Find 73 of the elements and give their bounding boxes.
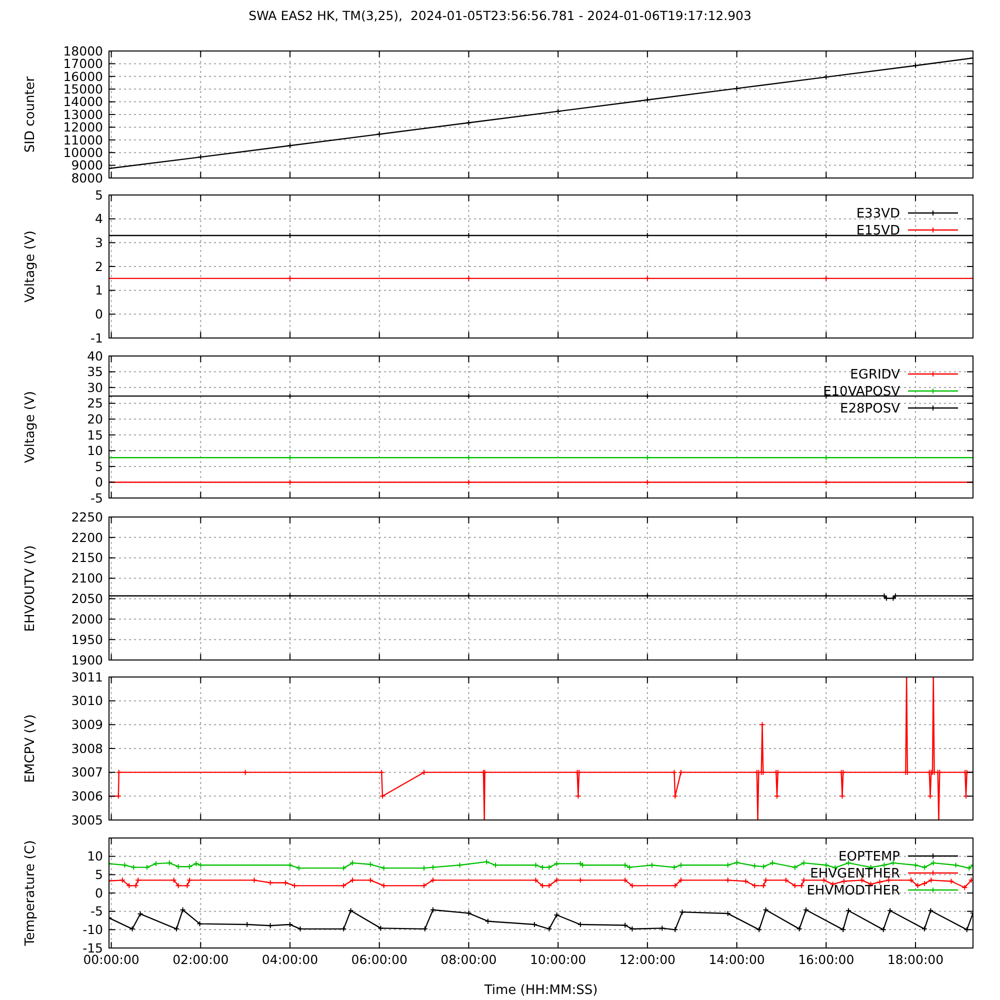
y-tick-label: 15	[87, 427, 103, 442]
y-axis-title: Temperature (C)	[23, 840, 38, 947]
legend-label: E33VD	[856, 206, 900, 222]
y-tick-label: 15000	[63, 81, 104, 96]
y-tick-label: 3009	[71, 717, 104, 732]
legend-label: E15VD	[856, 224, 900, 239]
y-tick-label: 2000	[71, 612, 104, 627]
y-tick-label: 17000	[63, 56, 104, 72]
y-tick-label: 0	[95, 474, 104, 490]
y-tick-label: 16000	[63, 68, 104, 84]
legend-label: EHVGENTHER	[810, 866, 900, 882]
legend-label: EHVMODTHER	[806, 884, 900, 899]
y-tick-label: 5	[95, 458, 103, 474]
y-tick-label: 5	[95, 187, 103, 202]
y-axis-title: Voltage (V)	[23, 391, 38, 463]
x-tick-label: 14:00:00	[708, 952, 765, 967]
y-tick-label: 0	[95, 306, 104, 322]
y-tick-label: 3007	[71, 764, 103, 780]
y-tick-label: 13000	[63, 106, 104, 122]
y-tick-label: 12000	[63, 120, 104, 135]
y-tick-label: 3005	[71, 812, 103, 828]
y-tick-label: 11000	[63, 132, 104, 148]
y-tick-label: 20	[87, 411, 104, 426]
legend-label: E28POSV	[840, 402, 900, 417]
y-tick-label: 10	[87, 443, 104, 458]
x-tick-label: 18:00:00	[887, 952, 944, 967]
y-tick-label: 9000	[71, 158, 104, 173]
y-tick-label: 2	[95, 258, 103, 274]
y-tick-label: -1	[90, 330, 103, 346]
y-axis-title: SID counter	[23, 76, 38, 153]
y-axis-title: EHVOUTV (V)	[23, 545, 38, 632]
y-tick-label: 1950	[71, 632, 104, 647]
y-tick-label: 1900	[71, 652, 104, 668]
y-tick-label: 10	[87, 848, 104, 864]
y-tick-label: 40	[87, 348, 104, 364]
x-tick-label: 10:00:00	[530, 952, 586, 967]
y-tick-label: 2250	[71, 509, 104, 524]
y-tick-label: 3010	[71, 693, 104, 708]
legend-label: EOPTEMP	[838, 850, 900, 865]
y-tick-label: 2150	[71, 550, 104, 566]
x-tick-label: 04:00:00	[262, 952, 318, 967]
legend-label: EGRIDV	[850, 368, 900, 383]
y-axis-title: EMCPV (V)	[23, 714, 38, 783]
y-tick-label: -5	[90, 490, 103, 506]
y-tick-label: 2100	[71, 570, 104, 586]
x-tick-label: 12:00:00	[619, 952, 676, 967]
x-tick-label: 16:00:00	[798, 952, 854, 967]
legend-label: E10VAPOSV	[823, 384, 900, 400]
y-tick-label: 25	[87, 396, 103, 411]
y-tick-label: 3011	[71, 669, 103, 684]
y-tick-label: 30	[87, 380, 104, 395]
y-tick-label: 4	[95, 211, 104, 226]
x-tick-label: 02:00:00	[172, 952, 229, 967]
y-tick-label: 3008	[71, 740, 104, 756]
y-tick-label: 3	[95, 235, 103, 250]
y-tick-label: 18000	[63, 43, 104, 58]
y-tick-label: 10000	[63, 144, 104, 160]
y-tick-label: 1	[95, 282, 103, 298]
y-tick-label: 14000	[63, 94, 104, 110]
x-axis-title: Time (HH:MM:SS)	[483, 983, 598, 998]
y-tick-label: 3006	[71, 788, 104, 804]
y-axis-title: Voltage (V)	[23, 230, 38, 302]
y-tick-label: 5	[95, 867, 103, 882]
y-tick-label: 0	[95, 885, 104, 900]
y-tick-label: 2200	[71, 530, 104, 545]
y-tick-label: 35	[87, 364, 103, 380]
y-tick-label: 2050	[71, 591, 104, 606]
y-tick-label: -5	[90, 904, 103, 919]
y-tick-label: -10	[82, 922, 104, 938]
x-tick-label: 06:00:00	[351, 952, 408, 967]
y-tick-label: 8000	[71, 170, 104, 186]
x-tick-label: 08:00:00	[440, 952, 497, 967]
chart-title: SWA EAS2 HK, TM(3,25), 2024-01-05T23:56:56.781 - 2024-01-06T19:17:12.903	[248, 8, 752, 23]
